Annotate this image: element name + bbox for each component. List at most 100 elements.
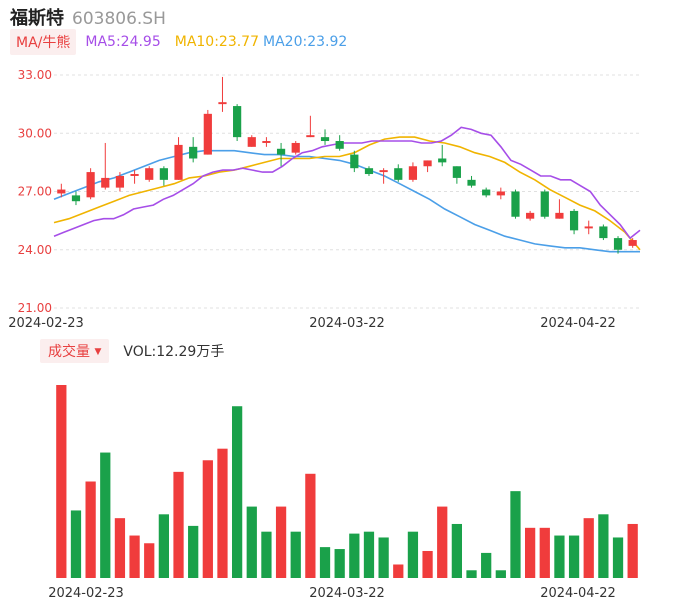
- ma5-line: [53, 126, 641, 240]
- candle-body: [423, 160, 432, 167]
- volume-bar: [407, 531, 419, 578]
- candle-body: [71, 195, 81, 202]
- y-tick-label: 30.00: [18, 126, 52, 140]
- y-tick-label: 21.00: [18, 301, 52, 315]
- volume-bar: [144, 543, 155, 578]
- volume-bar: [481, 552, 492, 578]
- volume-bar: [349, 533, 360, 578]
- volume-bar: [466, 570, 477, 578]
- candle-body: [467, 179, 476, 186]
- candle: [599, 224, 608, 241]
- candle: [130, 170, 139, 184]
- volume-bar: [495, 570, 506, 578]
- volume-bar: [612, 537, 624, 578]
- volume-bar: [568, 535, 580, 578]
- candle: [233, 104, 242, 142]
- volume-bar: [188, 525, 199, 578]
- stock-header: 福斯特 603806.SH: [10, 4, 166, 29]
- candle-body: [115, 175, 125, 188]
- candle-body: [276, 148, 286, 155]
- x-tick-label: 2024-03-22: [309, 316, 385, 331]
- candle: [438, 144, 447, 167]
- candle: [306, 115, 315, 138]
- volume-bar: [422, 550, 433, 578]
- candle-body: [599, 226, 608, 239]
- candle-body: [306, 135, 315, 138]
- candle-body: [86, 172, 95, 198]
- volume-bar: [290, 531, 301, 578]
- candle-body: [613, 238, 623, 250]
- volume-toggle-button[interactable]: 成交量 ▼: [40, 339, 110, 363]
- volume-bar: [56, 385, 67, 578]
- volume-bar: [437, 506, 448, 578]
- candle-body: [101, 177, 110, 188]
- candle-body: [320, 137, 330, 142]
- volume-bar: [261, 531, 272, 578]
- candle: [467, 175, 476, 188]
- candle-body: [364, 168, 374, 175]
- candle: [86, 168, 95, 200]
- candle: [335, 135, 344, 151]
- candle: [613, 236, 623, 254]
- volume-bar: [158, 514, 170, 578]
- volume-value: VOL:12.29万手: [123, 344, 225, 360]
- volume-bar: [275, 506, 287, 578]
- candle-body: [159, 168, 168, 180]
- chevron-down-icon: ▼: [94, 347, 102, 357]
- candle: [569, 208, 579, 235]
- volume-bar: [554, 535, 565, 578]
- volume-bar: [85, 481, 96, 578]
- volume-bar: [100, 452, 111, 578]
- candle: [540, 189, 549, 219]
- volume-bar: [363, 531, 375, 578]
- candle-body: [247, 137, 256, 147]
- y-tick-label: 33.00: [18, 68, 52, 82]
- stock-name: 福斯特: [10, 8, 64, 29]
- candle: [247, 135, 256, 147]
- ma20-legend: MA20:23.92: [263, 34, 348, 50]
- volume-bar: [305, 473, 316, 578]
- candle-body: [496, 191, 505, 196]
- candle: [115, 172, 125, 192]
- candle: [350, 150, 359, 173]
- y-tick-label: 24.00: [18, 243, 52, 257]
- candle: [452, 166, 461, 184]
- candle-body: [233, 106, 242, 138]
- candle: [511, 189, 520, 219]
- ma10-line: [53, 136, 641, 251]
- volume-bar: [319, 547, 331, 578]
- candle-body: [408, 166, 418, 180]
- volume-bar: [202, 460, 213, 578]
- candle-body: [452, 166, 461, 178]
- ma-toggle-button[interactable]: MA/牛熊: [10, 29, 77, 55]
- ma-legend: MA/牛熊 MA5:24.95 MA10:23.77 MA20:23.92: [10, 29, 348, 55]
- volume-legend: 成交量 ▼ VOL:12.29万手: [40, 339, 225, 363]
- candle: [496, 187, 505, 200]
- candle: [482, 187, 491, 198]
- candle: [262, 137, 271, 147]
- candle: [291, 141, 300, 155]
- candle-body: [218, 102, 227, 105]
- candle-body: [584, 226, 593, 229]
- candle: [174, 137, 183, 180]
- candle: [203, 109, 212, 155]
- candle: [408, 162, 418, 182]
- volume-bar: [334, 549, 345, 578]
- volume-bar: [217, 448, 228, 578]
- candle-body: [482, 189, 491, 196]
- candle: [379, 168, 388, 184]
- volume-bar: [246, 506, 257, 578]
- candle: [218, 76, 227, 112]
- candle: [584, 220, 593, 235]
- candle-body: [569, 210, 579, 231]
- ma20-line: [53, 149, 640, 253]
- candle-body: [628, 240, 637, 246]
- x-tick-label: 2024-02-23: [8, 316, 84, 331]
- candle-body: [174, 144, 183, 180]
- x-tick-label: 2024-02-23: [48, 586, 124, 601]
- volume-bar: [173, 471, 184, 578]
- candle-body: [130, 174, 139, 176]
- y-tick-label: 27.00: [18, 185, 52, 199]
